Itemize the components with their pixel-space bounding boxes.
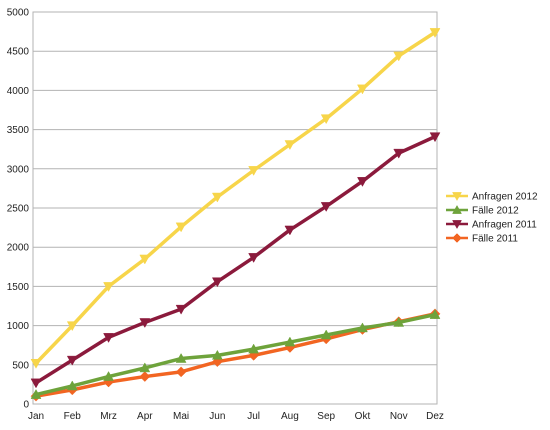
legend-item: Anfragen 2011 — [446, 220, 537, 231]
series-1 — [30, 309, 441, 399]
data-point — [320, 202, 332, 212]
data-point — [175, 222, 187, 233]
y-tick-label: 1000 — [7, 321, 30, 332]
data-point — [284, 225, 296, 236]
series-line — [34, 312, 437, 397]
data-point — [211, 277, 223, 288]
data-point — [393, 51, 405, 62]
x-tick-label: Mai — [173, 411, 189, 422]
data-point — [66, 355, 78, 366]
y-tick-label: 3500 — [7, 125, 30, 136]
x-tick-label: Jul — [247, 411, 260, 422]
y-tick-label: 2000 — [7, 243, 30, 254]
data-point — [30, 389, 42, 399]
x-tick-label: Okt — [355, 411, 371, 422]
data-point — [248, 253, 260, 263]
series-0 — [30, 28, 441, 369]
data-point — [320, 329, 332, 340]
legend-marker — [452, 192, 462, 202]
x-tick-label: Aug — [281, 411, 299, 422]
legend-marker — [452, 233, 462, 243]
data-point — [429, 309, 441, 319]
data-point — [103, 371, 114, 381]
data-point — [357, 322, 368, 333]
series-lines — [30, 28, 441, 402]
legend-label: Anfragen 2012 — [472, 192, 538, 203]
x-tick-labels: Jan Feb Mrz Apr Mai Jun Jul Aug Sep Okt Nov Dez — [28, 411, 444, 422]
data-point — [30, 378, 42, 389]
x-tick-label: Jun — [209, 411, 225, 422]
y-tick-label: 1500 — [7, 282, 30, 293]
data-point — [284, 336, 296, 347]
series-2 — [30, 132, 441, 389]
y-tick-labels: 0 500 1000 1500 2000 2500 3000 3500 4000 4500 5000 — [7, 8, 30, 411]
data-point — [139, 318, 151, 328]
data-point — [357, 177, 368, 187]
data-point — [211, 349, 223, 360]
data-point — [139, 254, 151, 265]
data-point — [248, 166, 260, 176]
data-point — [175, 366, 187, 378]
data-point — [30, 358, 42, 369]
y-tick-label: 2500 — [7, 204, 30, 215]
y-tick-label: 5000 — [7, 8, 30, 19]
data-point — [103, 333, 114, 343]
data-point — [103, 282, 114, 292]
legend-label: Fälle 2012 — [472, 206, 519, 217]
data-point — [357, 84, 368, 95]
data-point — [393, 316, 405, 327]
x-tick-label: Feb — [64, 411, 82, 422]
data-point — [175, 304, 187, 315]
plot-frame — [32, 11, 438, 405]
legend-item: Fälle 2011 — [446, 233, 518, 245]
data-point — [175, 353, 187, 363]
legend: Anfragen 2012 Fälle 2012 Anfragen 2011 Fäll… — [446, 192, 538, 245]
y-tick-label: 0 — [23, 400, 29, 411]
x-tick-label: Jan — [28, 411, 44, 422]
data-point — [284, 140, 296, 151]
y-tick-label: 4000 — [7, 86, 30, 97]
data-point — [139, 371, 151, 382]
y-tick-label: 4500 — [7, 47, 30, 58]
x-tick-label: Nov — [390, 411, 408, 422]
data-point — [139, 362, 151, 373]
legend-label: Anfragen 2011 — [472, 220, 537, 231]
legend-marker — [452, 220, 462, 230]
data-point — [429, 28, 441, 38]
series-3 — [30, 308, 441, 402]
y-tick-label: 500 — [12, 360, 29, 371]
data-point — [66, 321, 78, 332]
data-point — [248, 343, 260, 354]
data-point — [429, 132, 441, 143]
legend-marker — [452, 204, 462, 214]
x-tick-label: Dez — [426, 411, 444, 422]
data-point — [211, 192, 223, 203]
x-tick-label: Apr — [137, 411, 153, 422]
x-tick-label: Sep — [317, 411, 335, 422]
data-point — [320, 114, 332, 125]
data-point — [393, 148, 405, 159]
axes — [32, 11, 438, 405]
series-line — [34, 134, 437, 385]
y-tick-label: 3000 — [7, 164, 30, 175]
legend-item: Fälle 2012 — [446, 204, 519, 217]
legend-item: Anfragen 2012 — [446, 192, 538, 203]
data-point — [66, 380, 78, 391]
x-tick-label: Mrz — [100, 411, 117, 422]
legend-label: Fälle 2011 — [472, 234, 518, 245]
series-line — [34, 30, 437, 365]
